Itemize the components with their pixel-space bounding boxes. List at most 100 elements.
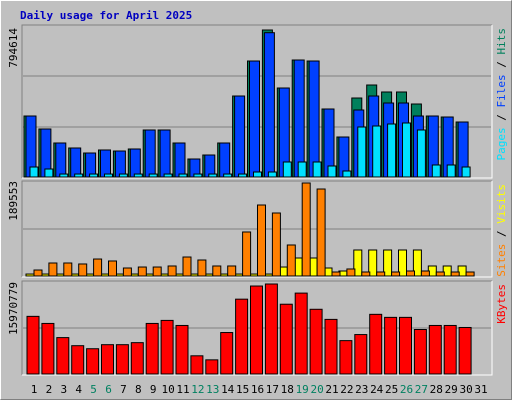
panel-inset-dark [21, 280, 492, 375]
bar [412, 249, 422, 277]
x-tick-label: 5 [90, 383, 97, 396]
x-tick-label: 8 [135, 383, 142, 396]
bar [130, 342, 144, 375]
bar [342, 170, 352, 178]
bar [145, 322, 159, 375]
bar [309, 308, 323, 375]
bar [193, 173, 203, 178]
x-tick-label: 21 [325, 383, 338, 396]
x-tick-label: 7 [120, 383, 127, 396]
bar [339, 340, 353, 375]
x-tick-label: 15 [236, 383, 249, 396]
bar [122, 267, 132, 277]
bar [354, 334, 368, 375]
bar [235, 298, 249, 375]
bar [144, 129, 156, 178]
bar [48, 262, 58, 277]
x-tick-label: 20 [310, 383, 323, 396]
bar [175, 324, 189, 375]
bar [316, 188, 326, 277]
bar [63, 262, 73, 277]
x-tick-label: 19 [296, 383, 309, 396]
x-tick-label: 29 [445, 383, 458, 396]
legend-entry: Files [495, 74, 508, 107]
x-tick-label: 9 [150, 383, 157, 396]
panel-inset-light [22, 181, 493, 278]
bar [159, 129, 171, 178]
x-tick-label: 18 [281, 383, 294, 396]
x-tick-label: 22 [340, 383, 353, 396]
bar [108, 260, 117, 277]
bar [93, 258, 103, 277]
legend-entry: Visits [495, 184, 508, 224]
bar [413, 329, 427, 375]
bar [383, 249, 393, 277]
x-tick-label: 1 [31, 383, 38, 396]
bar [26, 315, 40, 375]
bar [282, 161, 292, 178]
bar [286, 244, 296, 277]
bar [357, 126, 367, 178]
x-tick-label: 14 [221, 383, 235, 396]
legend-entry: Pages [495, 127, 508, 160]
x-tick-label: 10 [161, 383, 174, 396]
bar [74, 173, 84, 178]
bar [190, 355, 204, 375]
x-tick-label: 26 [400, 383, 413, 396]
bar [420, 270, 430, 277]
bar [331, 271, 341, 277]
bar [174, 142, 186, 178]
x-tick-label: 11 [176, 383, 189, 396]
legend-separator: / [495, 224, 508, 244]
bar [446, 164, 456, 178]
x-tick-label: 17 [266, 383, 279, 396]
bar [391, 271, 401, 277]
x-tick-label: 12 [191, 383, 204, 396]
x-tick-label: 4 [75, 383, 82, 396]
bar [416, 129, 426, 178]
bar [465, 271, 475, 277]
bar [376, 271, 386, 277]
x-tick-label: 6 [105, 383, 112, 396]
bar [197, 259, 207, 277]
bar [115, 344, 129, 375]
bar [324, 318, 338, 375]
bar [457, 265, 467, 277]
legend-entry: KBytes [495, 284, 508, 324]
bar [312, 161, 322, 178]
bar [301, 182, 311, 277]
bar [44, 168, 54, 178]
bar [293, 59, 305, 178]
bar [372, 125, 382, 178]
bar [41, 322, 55, 375]
bar [279, 303, 293, 375]
bar [294, 292, 308, 375]
bar [104, 173, 113, 178]
legend-separator: / [495, 108, 508, 128]
bar [101, 344, 114, 375]
bar [59, 173, 69, 178]
bar [308, 60, 320, 178]
bar [208, 173, 218, 178]
bar [242, 231, 252, 277]
bar [100, 149, 111, 178]
bar [361, 271, 371, 277]
bar [450, 271, 460, 277]
x-tick-label: 23 [355, 383, 368, 396]
legend-entry: Hits [495, 28, 508, 55]
bar [346, 268, 356, 277]
bar [399, 316, 412, 375]
bar [86, 348, 100, 375]
panel-inset-light [22, 25, 493, 179]
bar [369, 313, 383, 375]
bar [458, 326, 472, 375]
bar [384, 316, 398, 375]
bar [148, 173, 158, 178]
bar [56, 337, 70, 375]
panel-inset-light [22, 281, 493, 376]
bar [297, 161, 307, 178]
bar [387, 123, 397, 178]
bar [431, 164, 441, 178]
bar [71, 345, 85, 375]
